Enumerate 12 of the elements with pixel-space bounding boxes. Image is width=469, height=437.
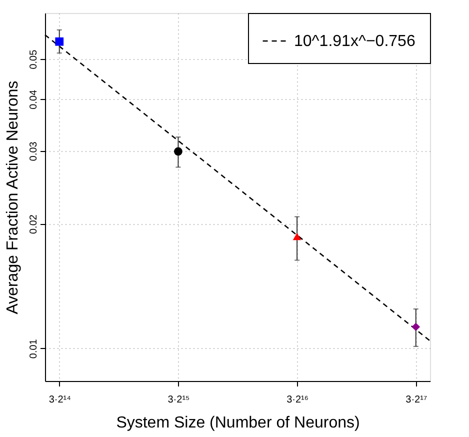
y-tick-label: 0.02: [28, 214, 40, 234]
x-tick-label: 3·2¹⁷: [406, 394, 428, 406]
x-axis-title: System Size (Number of Neurons): [116, 414, 360, 432]
y-tick-label: 0.01: [28, 338, 40, 359]
legend-label: 10^1.91x^−0.756: [294, 33, 416, 50]
x-tick-label: 3·2¹⁶: [286, 394, 308, 406]
y-axis-title: Average Fraction Active Neurons: [4, 80, 22, 314]
y-tick-label: 0.05: [28, 49, 40, 70]
y-tick-label: 0.03: [28, 141, 40, 162]
y-tick-label: 0.04: [28, 90, 40, 110]
x-tick-label: 3·2¹⁴: [48, 394, 71, 406]
x-tick-label: 3·2¹⁵: [168, 394, 190, 406]
